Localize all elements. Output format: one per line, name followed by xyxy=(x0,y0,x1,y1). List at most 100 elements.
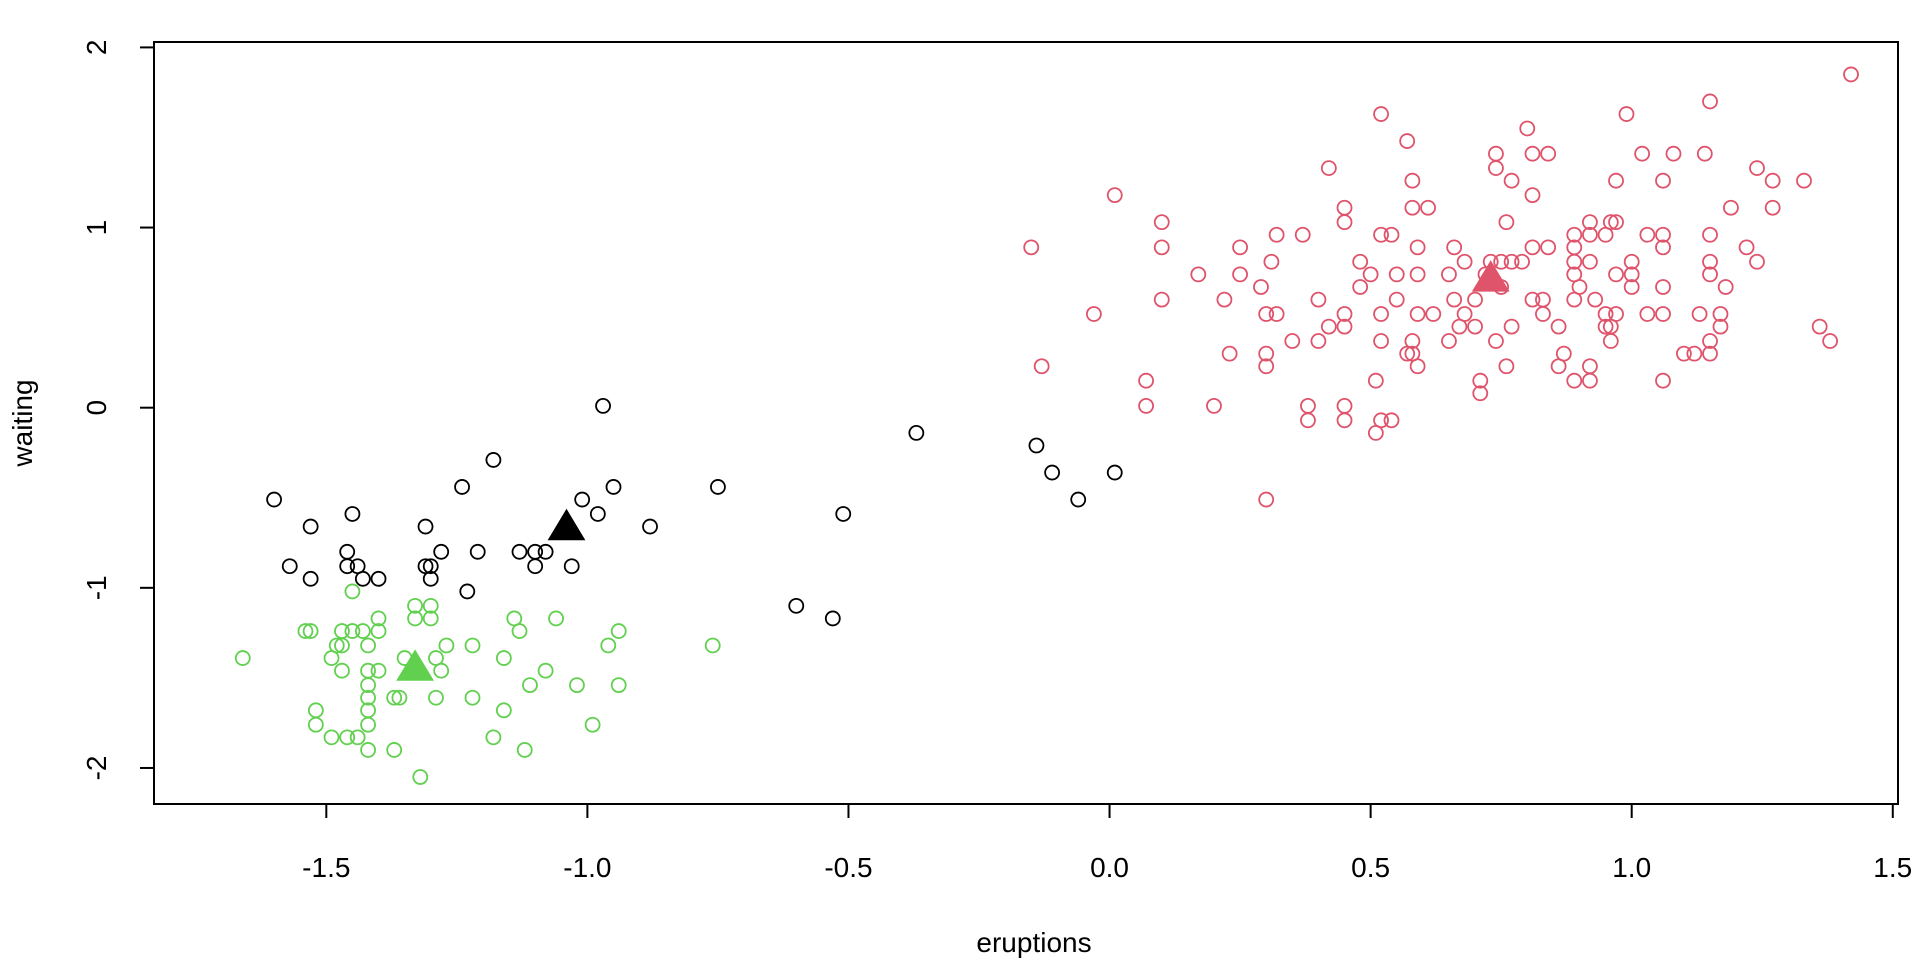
y-tick-label: 2 xyxy=(81,40,112,56)
data-point xyxy=(1749,160,1765,176)
data-point xyxy=(360,637,376,654)
data-point xyxy=(1764,199,1781,216)
data-point xyxy=(1655,172,1671,189)
data-point xyxy=(1686,345,1703,362)
data-point xyxy=(1702,253,1718,270)
data-point xyxy=(1665,145,1682,162)
data-point xyxy=(1582,358,1598,375)
data-point xyxy=(511,543,528,560)
data-point xyxy=(1712,318,1729,335)
data-point xyxy=(1498,214,1515,231)
data-point xyxy=(1519,120,1536,137)
data-point xyxy=(339,729,356,746)
data-point xyxy=(1608,214,1624,231)
data-point xyxy=(1655,279,1671,295)
data-point xyxy=(1258,358,1275,375)
data-point xyxy=(908,425,925,441)
data-point xyxy=(1843,66,1859,83)
data-point xyxy=(360,742,376,758)
data-point xyxy=(1550,318,1567,335)
data-point xyxy=(234,650,251,666)
data-point xyxy=(1232,266,1248,283)
data-point xyxy=(642,518,658,535)
data-point xyxy=(1566,253,1583,270)
data-point xyxy=(1456,306,1473,322)
data-point xyxy=(344,583,361,600)
y-axis: -2 -1 0 1 2 xyxy=(81,40,155,780)
data-point xyxy=(1044,464,1061,481)
cluster-centers xyxy=(396,260,1510,681)
data-point xyxy=(1258,306,1275,322)
data-point xyxy=(1676,345,1692,362)
data-point xyxy=(428,689,444,706)
data-point xyxy=(1582,214,1598,231)
data-point xyxy=(485,452,502,468)
data-point xyxy=(1106,464,1123,481)
data-point xyxy=(454,479,470,495)
data-point xyxy=(1373,333,1389,349)
data-point xyxy=(1524,187,1541,204)
data-point xyxy=(485,729,502,746)
data-point xyxy=(433,662,450,679)
data-point xyxy=(1153,239,1170,256)
data-point xyxy=(1472,385,1489,402)
data-point xyxy=(1336,397,1353,414)
data-point xyxy=(1320,318,1337,335)
data-point xyxy=(1441,333,1457,349)
data-point xyxy=(610,623,627,639)
data-point xyxy=(422,570,439,587)
data-point xyxy=(1268,226,1285,243)
data-point xyxy=(360,689,376,706)
data-point xyxy=(302,623,319,639)
data-point xyxy=(370,610,387,627)
data-point xyxy=(1749,253,1765,270)
data-point xyxy=(334,637,350,654)
data-point xyxy=(464,689,481,706)
data-point xyxy=(1409,266,1426,283)
data-point xyxy=(584,716,601,733)
data-point xyxy=(334,662,350,679)
data-point xyxy=(281,558,298,575)
data-point xyxy=(1190,266,1207,283)
data-point xyxy=(422,558,439,575)
data-point xyxy=(1310,333,1327,349)
x-tick-label: 0.5 xyxy=(1351,852,1390,883)
data-point xyxy=(522,677,538,694)
x-axis-title: eruptions xyxy=(976,927,1091,958)
data-point xyxy=(1138,397,1154,414)
data-point xyxy=(710,479,726,495)
data-point xyxy=(1023,239,1040,256)
data-point xyxy=(1540,145,1557,162)
data-point xyxy=(1268,306,1285,322)
data-point xyxy=(1352,253,1369,270)
data-point xyxy=(704,637,721,654)
data-point xyxy=(1764,172,1781,189)
data-point xyxy=(516,742,533,758)
data-point xyxy=(1456,253,1473,270)
data-point xyxy=(328,637,345,654)
data-point xyxy=(344,506,361,522)
data-point xyxy=(1524,291,1541,308)
data-point xyxy=(1639,226,1656,243)
data-point xyxy=(511,623,528,639)
data-point xyxy=(495,650,512,666)
data-point xyxy=(1493,253,1510,270)
data-point xyxy=(1717,279,1734,295)
data-point xyxy=(1070,491,1087,508)
data-point xyxy=(1702,333,1718,349)
data-point xyxy=(537,543,554,560)
data-point xyxy=(1085,306,1102,322)
data-point xyxy=(1336,412,1353,429)
data-point xyxy=(1503,318,1520,335)
data-point xyxy=(1639,306,1656,322)
data-point xyxy=(422,610,439,627)
data-point xyxy=(1602,333,1619,349)
data-point xyxy=(1655,306,1671,322)
data-point xyxy=(1106,187,1123,204)
data-point xyxy=(1352,279,1369,295)
data-point xyxy=(595,397,611,414)
data-point xyxy=(422,597,439,614)
data-point xyxy=(1409,239,1426,256)
data-point xyxy=(1691,306,1708,322)
